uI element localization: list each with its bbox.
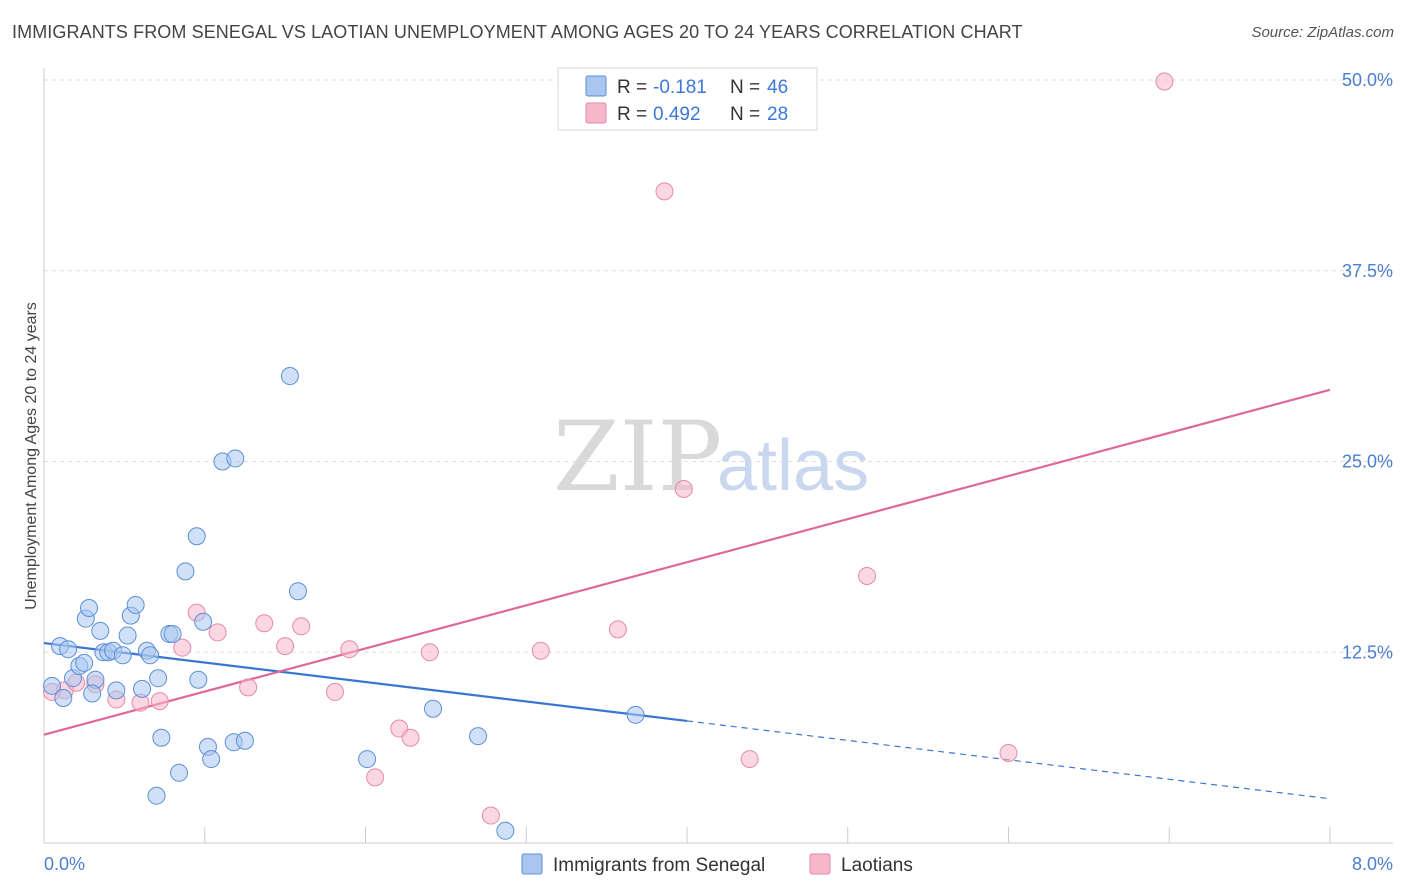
senegal-point-30 (189, 670, 208, 689)
axes (43, 68, 1393, 844)
laotian-point-19 (420, 643, 439, 662)
source-credit: Source: ZipAtlas.com (1251, 24, 1394, 41)
senegal-point-6 (75, 653, 94, 672)
senegal-point-26 (163, 624, 182, 643)
laotian-point-13 (292, 617, 311, 636)
senegal-point-15 (113, 646, 132, 665)
senegal-point-42 (469, 727, 488, 746)
laotian-point-27 (999, 743, 1018, 762)
legend-swatch-senegal (585, 75, 607, 97)
laotian-point-28 (1155, 72, 1174, 91)
x-tick-label-0: 0.0% (44, 854, 85, 874)
laotian-point-15 (340, 640, 359, 659)
laotian-point-11 (255, 614, 274, 633)
y-tick-label-0: 12.5% (1342, 642, 1393, 662)
senegal-point-33 (202, 750, 221, 769)
laotian-point-7 (173, 638, 192, 657)
senegal-point-38 (280, 367, 299, 386)
legend-correlation: R = -0.181 N = 46 R = 0.492 N = 28 (557, 67, 818, 131)
legend-swatch-laotians (585, 102, 607, 124)
chart-title: IMMIGRANTS FROM SENEGAL VS LAOTIAN UNEMP… (12, 22, 1023, 42)
senegal-point-44 (626, 705, 645, 724)
senegal-point-43 (496, 821, 515, 840)
laotian-point-21 (531, 641, 550, 660)
senegal-point-31 (194, 612, 213, 631)
senegal-point-19 (133, 679, 152, 698)
senegal-point-27 (170, 763, 189, 782)
senegal-point-45 (83, 684, 102, 703)
tick-labels: 12.5% 25.0% 37.5% 50.0% 0.0% 8.0% (44, 70, 1393, 874)
watermark: ZIP atlas (553, 401, 869, 513)
senegal-point-29 (187, 527, 206, 546)
laotian-point-26 (858, 566, 877, 585)
legend-bottom-swatch-senegal (521, 853, 543, 875)
senegal-point-16 (118, 626, 137, 645)
laotian-point-20 (481, 806, 500, 825)
data-points (43, 72, 1174, 840)
senegal-point-8 (80, 598, 99, 617)
senegal-point-37 (235, 731, 254, 750)
senegal-point-28 (176, 562, 195, 581)
senegal-point-22 (147, 786, 166, 805)
legend-series: Immigrants from Senegal Laotians (521, 853, 913, 876)
senegal-point-24 (152, 728, 171, 747)
legend-r-value-senegal: -0.181 (653, 77, 707, 98)
gridlines (44, 79, 1392, 653)
legend-r-label-laotians: R = (617, 104, 647, 125)
watermark-atlas: atlas (717, 426, 869, 506)
legend-bottom-swatch-laotians (809, 853, 831, 875)
senegal-point-21 (141, 646, 160, 665)
y-tick-label-3: 50.0% (1342, 70, 1393, 90)
laotian-point-18 (401, 728, 420, 747)
y-tick-label-1: 25.0% (1342, 452, 1393, 472)
legend-n-label-senegal: N = (730, 77, 760, 98)
senegal-point-40 (358, 750, 377, 769)
senegal-point-2 (54, 689, 73, 708)
x-tick-label-1: 8.0% (1352, 854, 1393, 874)
laotian-point-14 (325, 682, 344, 701)
laotian-point-10 (239, 678, 258, 697)
senegal-point-36 (226, 449, 245, 468)
laotian-point-25 (740, 750, 759, 769)
senegal-point-18 (126, 595, 145, 614)
senegal-point-41 (424, 699, 443, 718)
senegal-point-39 (288, 582, 307, 601)
laotian-point-16 (366, 768, 385, 787)
laotian-point-24 (674, 479, 693, 498)
laotian-point-9 (208, 623, 227, 642)
y-tick-label-2: 37.5% (1342, 261, 1393, 281)
senegal-point-10 (91, 621, 110, 640)
senegal-point-0 (43, 676, 62, 695)
laotian-point-23 (655, 182, 674, 201)
legend-bottom-label-senegal: Immigrants from Senegal (553, 855, 765, 876)
watermark-zip: ZIP (553, 401, 722, 513)
legend-n-value-senegal: 46 (767, 77, 788, 98)
senegal-point-3 (59, 640, 78, 659)
senegal-point-23 (149, 669, 168, 688)
legend-bottom-label-laotians: Laotians (841, 855, 913, 876)
legend-n-label-laotians: N = (730, 104, 760, 125)
trend-line-1 (43, 388, 1331, 736)
legend-r-value-laotians: 0.492 (653, 104, 701, 125)
legend-n-value-laotians: 28 (767, 104, 788, 125)
laotian-point-22 (608, 620, 627, 639)
laotian-point-12 (276, 637, 295, 656)
y-axis-label: Unemployment Among Ages 20 to 24 years (23, 302, 40, 610)
legend-r-label-senegal: R = (617, 77, 647, 98)
senegal-point-14 (107, 681, 126, 700)
laotian-point-6 (150, 692, 169, 711)
